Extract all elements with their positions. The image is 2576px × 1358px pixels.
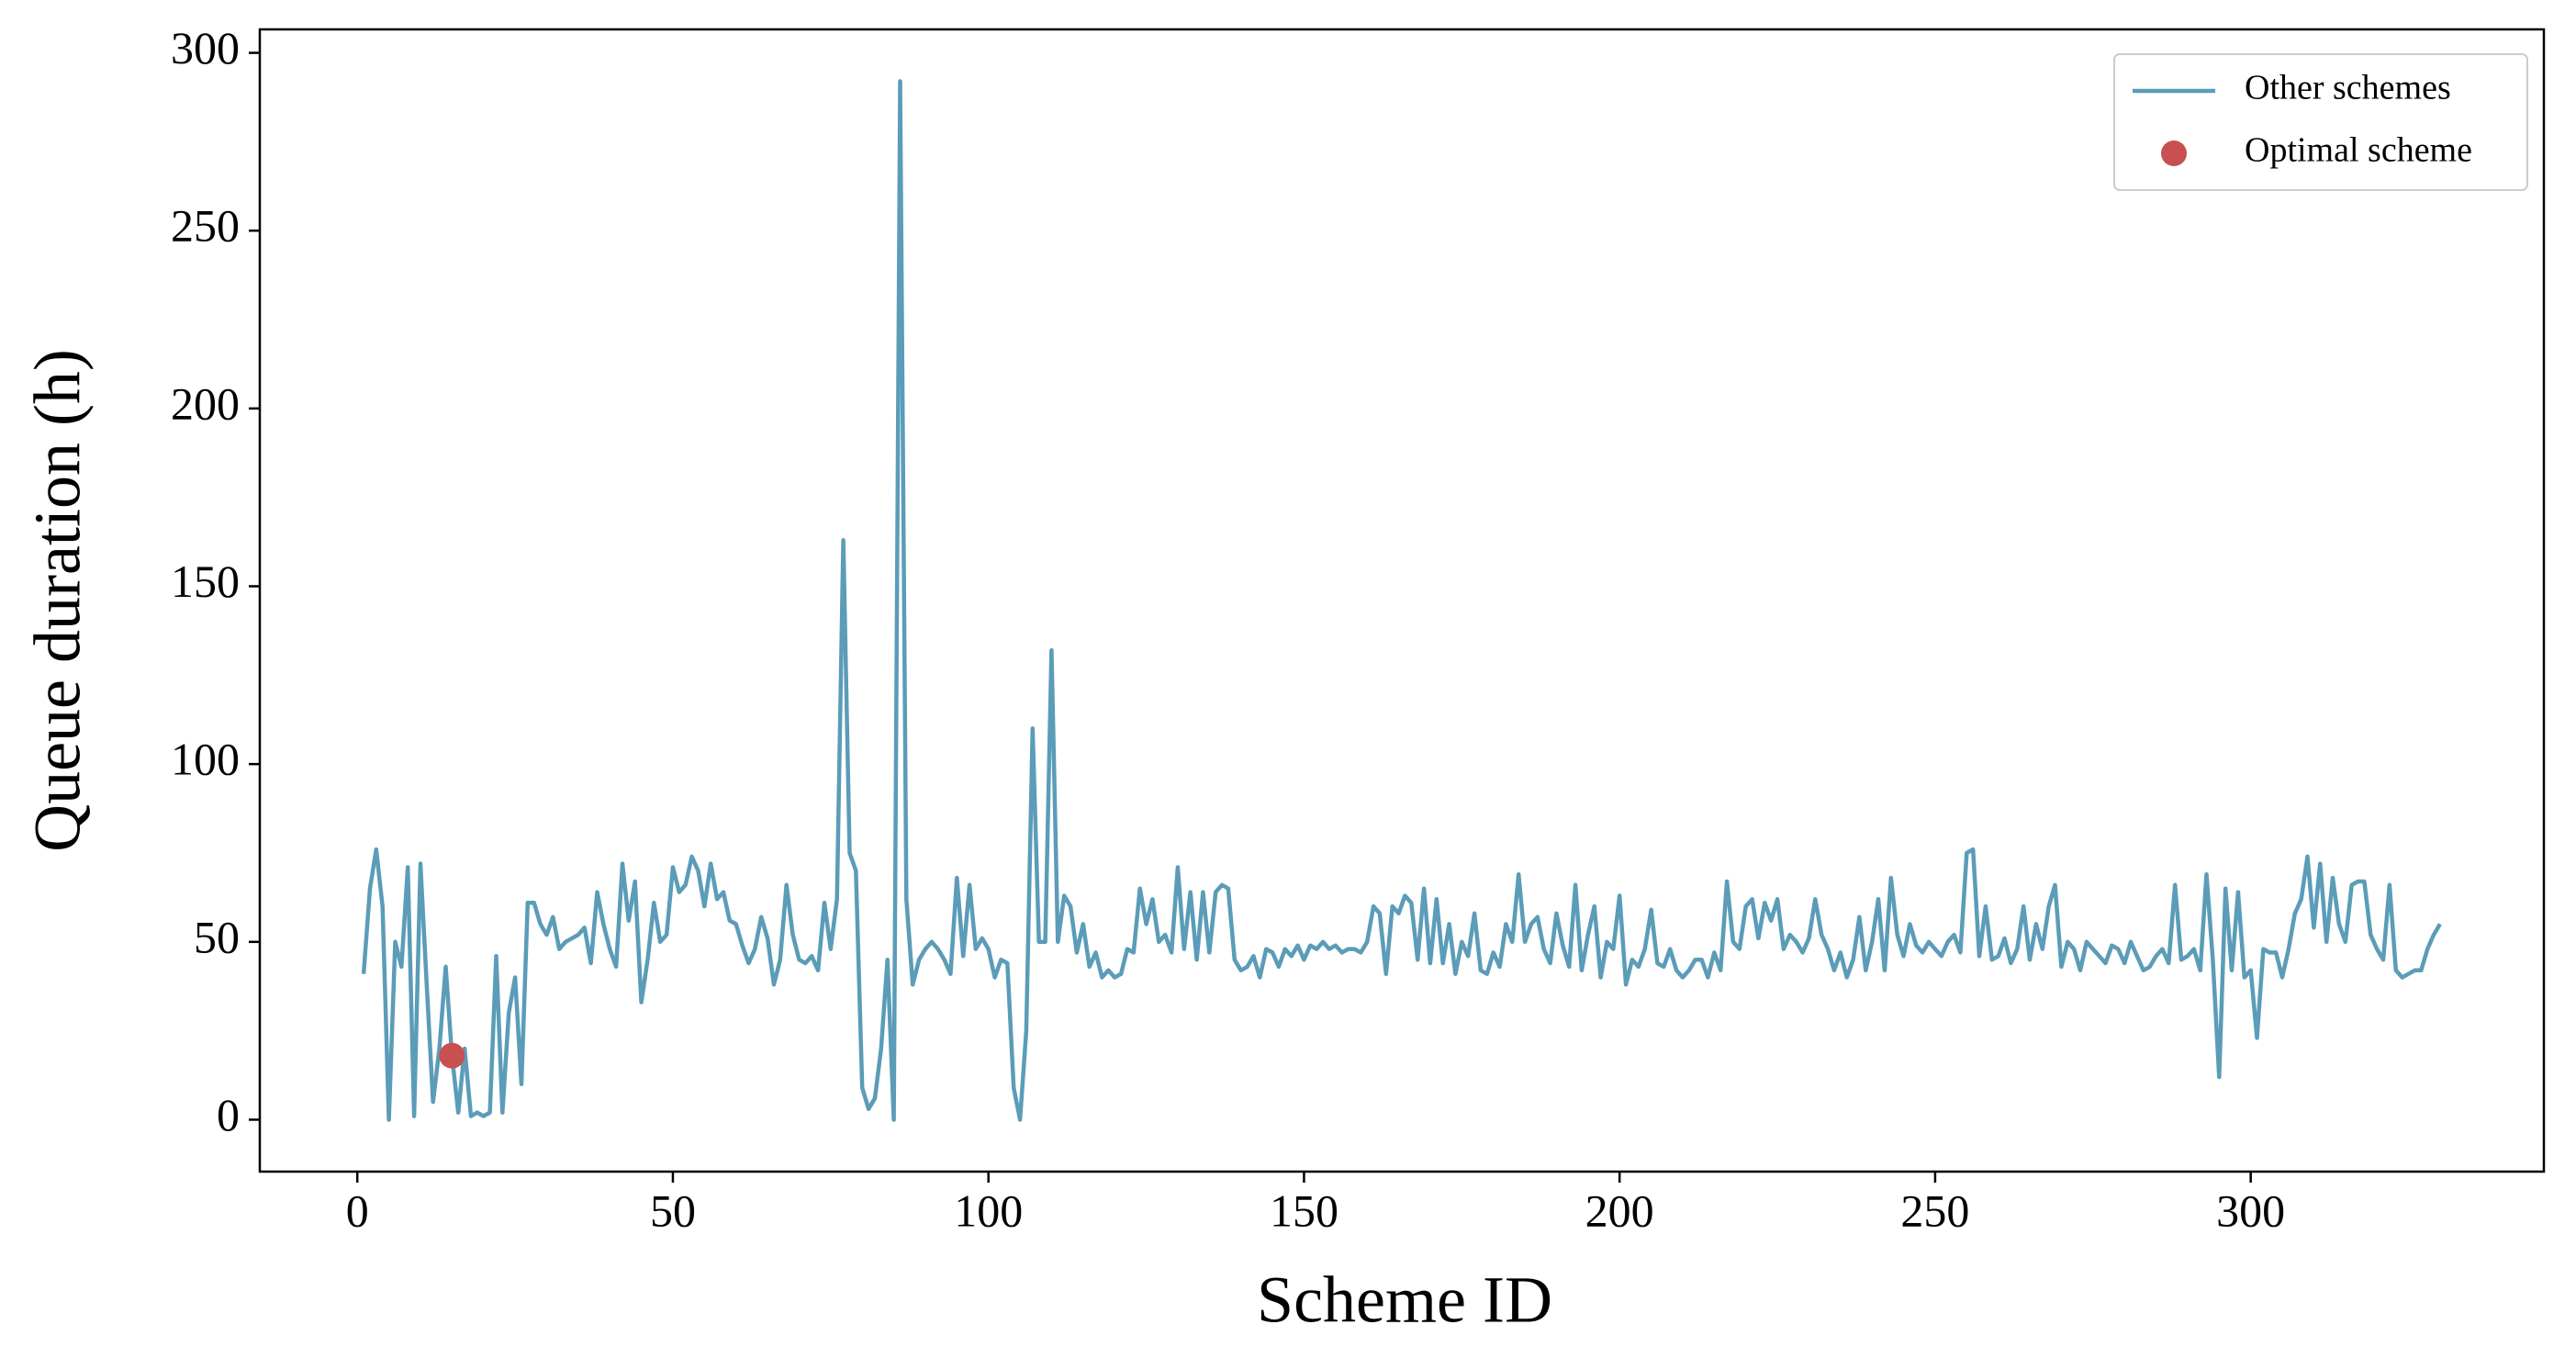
y-tick-label: 50 xyxy=(194,911,240,962)
y-tick-label: 250 xyxy=(171,200,240,252)
x-tick-label: 0 xyxy=(346,1184,369,1236)
y-tick-label: 100 xyxy=(171,734,240,785)
x-axis-label: Scheme ID xyxy=(1257,1263,1552,1337)
x-tick-label: 300 xyxy=(2216,1184,2285,1236)
line-series xyxy=(361,79,2442,1122)
legend-swatch xyxy=(2161,140,2187,166)
legend-label: Optimal scheme xyxy=(2245,131,2472,170)
y-tick-label: 200 xyxy=(171,377,240,429)
y-tick-label: 150 xyxy=(171,556,240,607)
y-tick-label: 300 xyxy=(171,22,240,73)
legend-box xyxy=(2113,53,2528,191)
x-tick-label: 150 xyxy=(1270,1184,1338,1236)
x-tick-label: 200 xyxy=(1585,1184,1654,1236)
y-tick-label: 0 xyxy=(217,1089,240,1140)
legend-label: Other schemes xyxy=(2245,69,2451,107)
x-tick-label: 50 xyxy=(650,1184,696,1236)
y-axis-label: Queue duration (h) xyxy=(21,349,95,852)
x-tick-label: 100 xyxy=(954,1184,1023,1236)
scatter-point xyxy=(439,1042,465,1069)
x-tick-label: 250 xyxy=(1900,1184,1969,1236)
plot-frame xyxy=(258,28,2546,1173)
